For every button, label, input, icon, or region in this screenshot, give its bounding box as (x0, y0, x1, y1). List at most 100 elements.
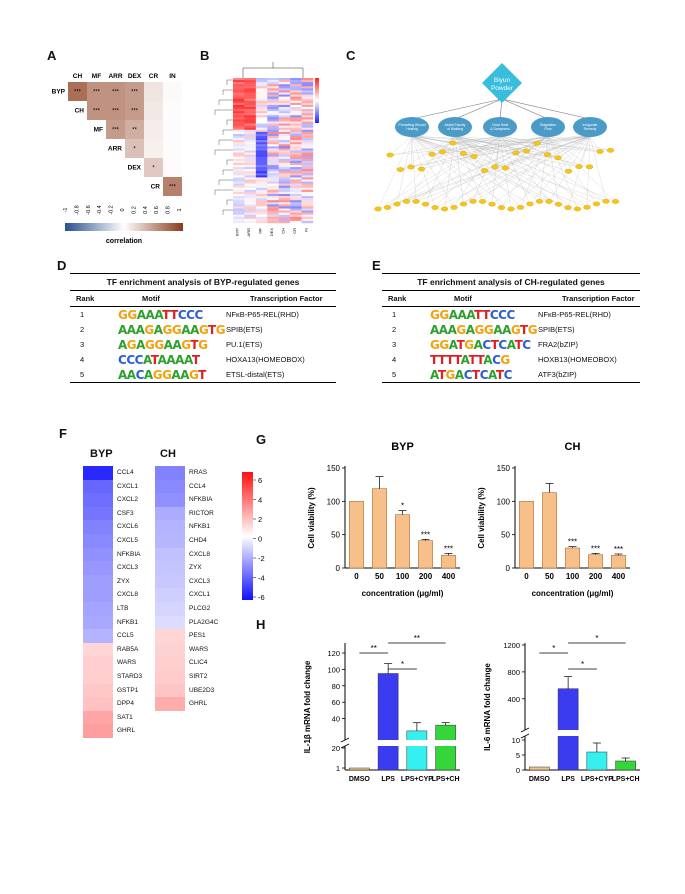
x-tick-label: 400 (442, 572, 456, 581)
cluster-cell (233, 162, 245, 166)
cluster-cell (244, 102, 257, 106)
cluster-cell (267, 140, 279, 143)
corr-cell (144, 139, 163, 158)
cluster-cell (255, 100, 268, 104)
cluster-cell (301, 131, 314, 135)
colorbar-tick-label: 2 (258, 515, 262, 524)
heatmap-cell (155, 466, 185, 480)
cluster-cell (233, 208, 245, 211)
cluster-cell (255, 111, 268, 114)
tf-factor: HOXB13(HOMEOBOX) (538, 355, 617, 364)
network-target-node (507, 206, 515, 212)
cluster-cell (233, 148, 245, 151)
cluster-colorbar (315, 78, 319, 123)
cluster-cell (301, 185, 314, 188)
tf-motif: GGATGACTCATC (430, 337, 531, 352)
cluster-cell (255, 196, 268, 199)
cluster-cell (233, 181, 245, 184)
cluster-cell (301, 198, 314, 201)
cluster-cell (290, 154, 302, 157)
tf-rank: 3 (392, 340, 397, 349)
corr-cell (106, 82, 125, 101)
cluster-cell (301, 80, 314, 83)
biyun-powder-node (482, 63, 522, 103)
cluster-cell (267, 109, 279, 112)
cluster-cell (301, 194, 314, 197)
cluster-cell (233, 218, 245, 222)
bar-break-gap (405, 740, 428, 746)
network-edge (491, 135, 591, 205)
heatmap-cell (83, 710, 113, 725)
cluster-cell (278, 204, 291, 207)
x-tick-label: 400 (612, 572, 626, 581)
cluster-cell (290, 86, 302, 89)
cluster-cell (267, 92, 279, 95)
tf-motif: AGAGGAAGTG (118, 337, 208, 352)
cluster-cell (267, 107, 279, 110)
heatmap-gene-label: STARD3 (117, 672, 143, 680)
il6-chart: 0 5 10 400 800 1200 IL-6 mRNA fold change DMSO L… (483, 634, 640, 783)
cluster-cell (244, 191, 257, 195)
cluster-cell (267, 102, 279, 106)
cluster-cell (301, 148, 314, 151)
heatmap-row: PLCG2 (155, 601, 265, 616)
cluster-cell (290, 160, 302, 164)
y-tick-label: 10 (512, 736, 520, 745)
cluster-cell (244, 154, 257, 157)
corr-cell (87, 101, 106, 120)
cluster-cell (290, 102, 302, 106)
cluster-cell (278, 165, 291, 168)
network-edge (387, 135, 456, 208)
colorbar-tick-label: -6 (258, 593, 265, 602)
tf-table-ch-header: Rank Motif Transcription Factor (382, 291, 640, 307)
corr-sig: *** (112, 90, 120, 96)
heatmap-row: NFKBIA (83, 547, 193, 562)
cluster-cell (255, 191, 268, 195)
cluster-cell (244, 189, 257, 193)
cluster-cell (255, 102, 268, 106)
cluster-cell (290, 179, 302, 182)
network-edge (499, 135, 569, 208)
heatmap-row: PLA2G4C (155, 615, 265, 630)
tf-rank: 5 (80, 370, 85, 379)
cluster-cell (267, 218, 279, 222)
cluster-cell (278, 142, 291, 145)
cluster-cell (301, 78, 314, 81)
cluster-cell (301, 154, 314, 157)
network-edge (454, 98, 503, 120)
panel-label-a: A (47, 48, 57, 63)
cluster-cell (255, 198, 268, 201)
cluster-cell (301, 109, 314, 112)
cluster-cell (255, 179, 268, 182)
cluster-cell (301, 123, 314, 126)
cluster-cell (290, 84, 302, 87)
cluster-cell (290, 92, 302, 95)
cluster-cell (278, 131, 291, 135)
heatmap-gene-label: GSTP1 (117, 686, 139, 694)
cluster-cell (255, 82, 268, 85)
cluster-cell (233, 169, 245, 172)
cluster-cell (301, 111, 314, 114)
cluster-cell (267, 94, 279, 97)
heatmap-row: RAB5A (83, 642, 193, 657)
cluster-cell (255, 127, 268, 130)
cluster-cell (278, 78, 291, 81)
cluster-cell (267, 183, 279, 186)
cluster-cell (255, 142, 268, 145)
cluster-cell (267, 198, 279, 201)
cluster-cell (290, 148, 302, 151)
cluster-cell (278, 148, 291, 151)
cluster-cell (267, 117, 279, 120)
bar (377, 673, 399, 771)
tf-rank: 4 (80, 355, 85, 364)
heatmap-cell (83, 533, 113, 548)
tf-factor: PU.1(ETS) (226, 340, 263, 349)
cluster-cell (255, 189, 268, 193)
cluster-cell (278, 156, 291, 159)
cluster-cell (244, 78, 257, 81)
network-target-node (583, 204, 591, 210)
network-edge (411, 135, 517, 154)
cluster-cell (290, 109, 302, 112)
cluster-cell (278, 146, 291, 149)
heatmap-gene-label: PES1 (189, 632, 206, 640)
